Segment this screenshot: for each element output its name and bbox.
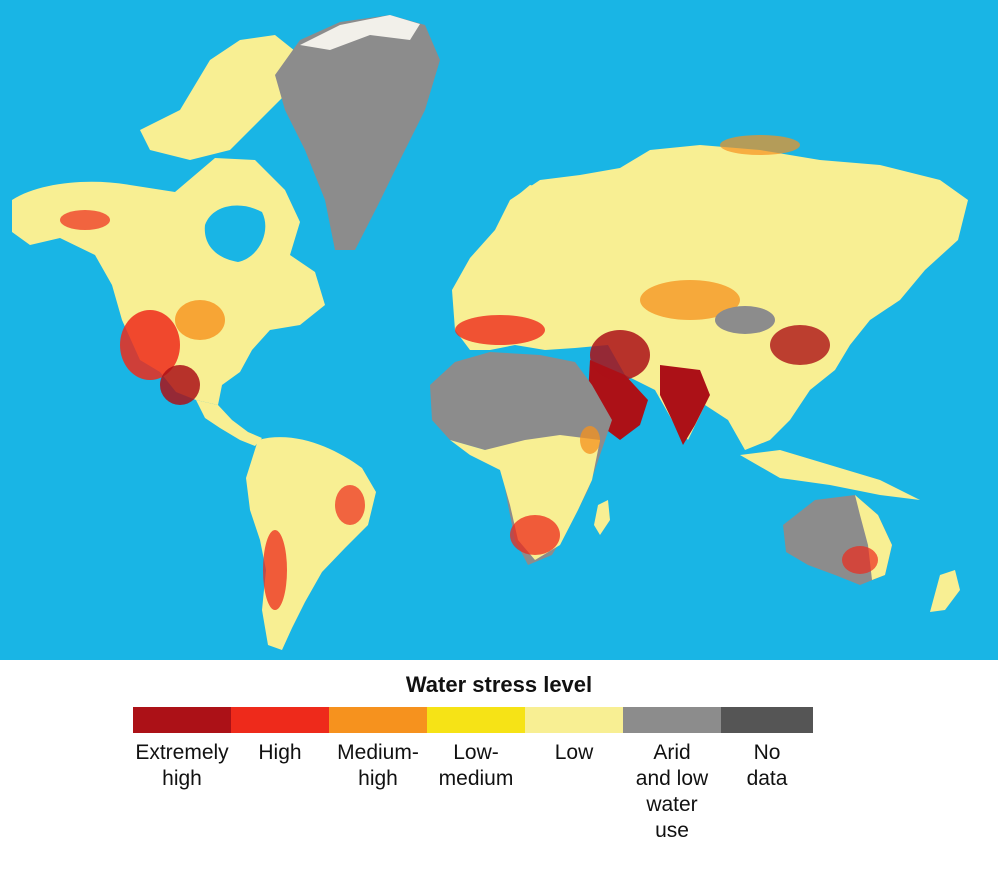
swatch-high [231, 707, 329, 733]
hotspot-mediterranean [455, 315, 545, 345]
southeast-asia-islands [740, 450, 920, 500]
hotspot-east-africa [580, 426, 600, 454]
sub-saharan-africa [450, 435, 600, 560]
world-map [0, 0, 998, 660]
legend-label-low-medium: Low- medium [438, 741, 514, 790]
greenland-ice [300, 15, 420, 50]
legend-label-arid: Arid and low water use [635, 741, 709, 842]
hotspot-siberia [720, 135, 800, 155]
legend-swatches [133, 707, 815, 733]
scandinavia [500, 185, 560, 255]
hotspot-western-us [120, 310, 180, 380]
hotspot-brazil [335, 485, 365, 525]
legend-label-medium-high: Medium- high [337, 741, 419, 790]
central-america [196, 400, 262, 446]
hotspot-great-plains [175, 300, 225, 340]
legend-label-extremely-high: Extremely high [135, 741, 229, 790]
legend: Water stress level Extremely high High M… [0, 660, 998, 869]
hudson-bay [204, 205, 266, 262]
hotspot-andes [263, 530, 287, 610]
hotspot-central-asia [640, 280, 740, 320]
stress-hotspots [60, 135, 878, 610]
hotspot-southeast-australia [842, 546, 878, 574]
legend-label-high: High [258, 741, 302, 764]
swatch-low-medium [427, 707, 525, 733]
swatch-low [525, 707, 623, 733]
australia-east-coast [855, 495, 892, 580]
madagascar [594, 500, 610, 535]
hotspot-northern-china [770, 325, 830, 365]
india [660, 365, 710, 445]
swatch-no-data [721, 707, 813, 733]
legend-title: Water stress level [405, 672, 593, 697]
hotspot-middle-east [590, 330, 650, 380]
new-zealand [930, 570, 960, 612]
hotspot-mexico [160, 365, 200, 405]
swatch-medium-high [329, 707, 427, 733]
swatch-arid [623, 707, 721, 733]
legend-label-low: Low [554, 741, 594, 764]
legend-label-no-data: No data [746, 741, 788, 790]
swatch-extremely-high [133, 707, 231, 733]
hotspot-western-china [715, 306, 775, 334]
hotspot-southern-africa [510, 515, 560, 555]
greenland [275, 15, 440, 250]
canadian-arctic-islands [140, 35, 300, 160]
hotspot-western-canada [60, 210, 110, 230]
